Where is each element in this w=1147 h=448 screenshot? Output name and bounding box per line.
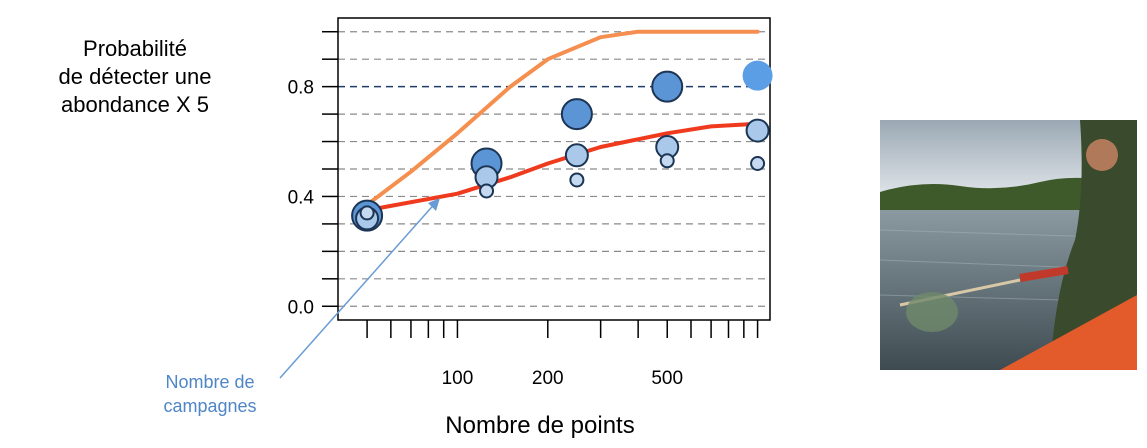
bubble-point xyxy=(745,118,770,143)
x-axis-label: Nombre de points xyxy=(445,412,635,439)
bubble-point xyxy=(742,60,773,91)
bubble-point xyxy=(564,143,589,168)
person-fishing-with-net-icon xyxy=(880,120,1137,370)
bubble-point xyxy=(750,156,766,172)
x-tick-label: 100 xyxy=(442,368,474,389)
ticks: 0.0 0.4 0.8 100 200 500 xyxy=(288,30,759,389)
bubble-point xyxy=(651,70,684,103)
y-axis-label-line: Probabilité xyxy=(83,36,187,61)
y-tick-label: 0.4 xyxy=(288,187,315,208)
curves xyxy=(365,29,760,213)
bubbles xyxy=(351,60,773,232)
grid-lines xyxy=(338,31,770,307)
bubble-point xyxy=(479,183,495,199)
series-line xyxy=(365,29,760,207)
y-axis-label-line: abondance X 5 xyxy=(60,92,210,117)
bubble-point xyxy=(569,172,585,188)
annotation-arrow xyxy=(279,199,439,379)
bubble-point xyxy=(560,98,593,131)
bubble-point xyxy=(359,205,375,221)
y-axis-label-line: de détecter une xyxy=(58,64,212,89)
fishing-photo xyxy=(880,120,1137,370)
annotation-line: campagnes xyxy=(163,396,257,416)
annotation-line: Nombre de xyxy=(165,372,255,392)
bubble-point xyxy=(659,153,675,169)
x-tick-label: 500 xyxy=(651,368,683,389)
y-tick-label: 0.0 xyxy=(288,297,314,318)
y-axis-label: Probabilité de détecter une abondance X … xyxy=(0,35,270,119)
annotation-label: Nombre de campagnes xyxy=(100,370,320,418)
series-line xyxy=(365,121,760,213)
y-tick-label: 0.8 xyxy=(288,78,314,99)
annotation-arrowhead xyxy=(428,198,440,211)
x-tick-label: 200 xyxy=(532,368,564,389)
